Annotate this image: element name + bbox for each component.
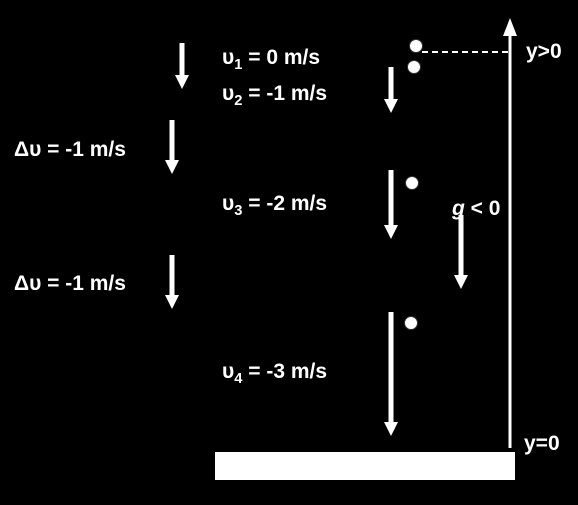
y-axis-bottom-label: y=0 <box>524 432 560 456</box>
physics-freefall-diagram: y>0 y=0 υ1 = 0 m/s υ2 = -1 m/s υ3 = -2 m/s υ4… <box>0 0 578 505</box>
velocity-value: = 0 m/s <box>242 46 320 69</box>
velocity-label-1: υ1 = 0 m/s <box>222 46 320 73</box>
velocity-label-3: υ3 = -2 m/s <box>222 192 327 219</box>
arrow-delta1 <box>165 120 179 174</box>
velocity-label-4: υ4 = -3 m/s <box>222 360 327 387</box>
velocity-value: = -2 m/s <box>242 192 327 215</box>
y-axis-top-label: y>0 <box>526 40 562 64</box>
velocity-value: = -3 m/s <box>242 360 327 383</box>
velocity-symbol: υ <box>222 360 234 383</box>
y-axis-arrow <box>503 18 517 448</box>
velocity-symbol: υ <box>222 46 234 69</box>
velocity-value: = -1 m/s <box>242 82 327 105</box>
velocity-label-2: υ2 = -1 m/s <box>222 82 327 109</box>
ball-position-2 <box>407 60 421 74</box>
arrow-v1-left-small <box>175 43 189 89</box>
arrow-v4-right-long <box>384 312 398 436</box>
ball-position-4 <box>404 316 418 330</box>
arrow-v2-right-small <box>384 67 398 113</box>
arrow-v3-right-med <box>384 170 398 239</box>
ball-position-3 <box>405 176 419 190</box>
delta-v-label-2: Δυ = -1 m/s <box>14 272 126 296</box>
ground-bar <box>215 452 515 480</box>
gravity-sign: < 0 <box>465 197 501 220</box>
initial-height-dashed-line <box>422 51 508 53</box>
ball-position-1 <box>409 39 423 53</box>
velocity-symbol: υ <box>222 82 234 105</box>
delta-v-label-1: Δυ = -1 m/s <box>14 138 126 162</box>
arrow-g-arrow <box>454 215 468 289</box>
velocity-symbol: υ <box>222 192 234 215</box>
arrow-delta2 <box>165 255 179 309</box>
